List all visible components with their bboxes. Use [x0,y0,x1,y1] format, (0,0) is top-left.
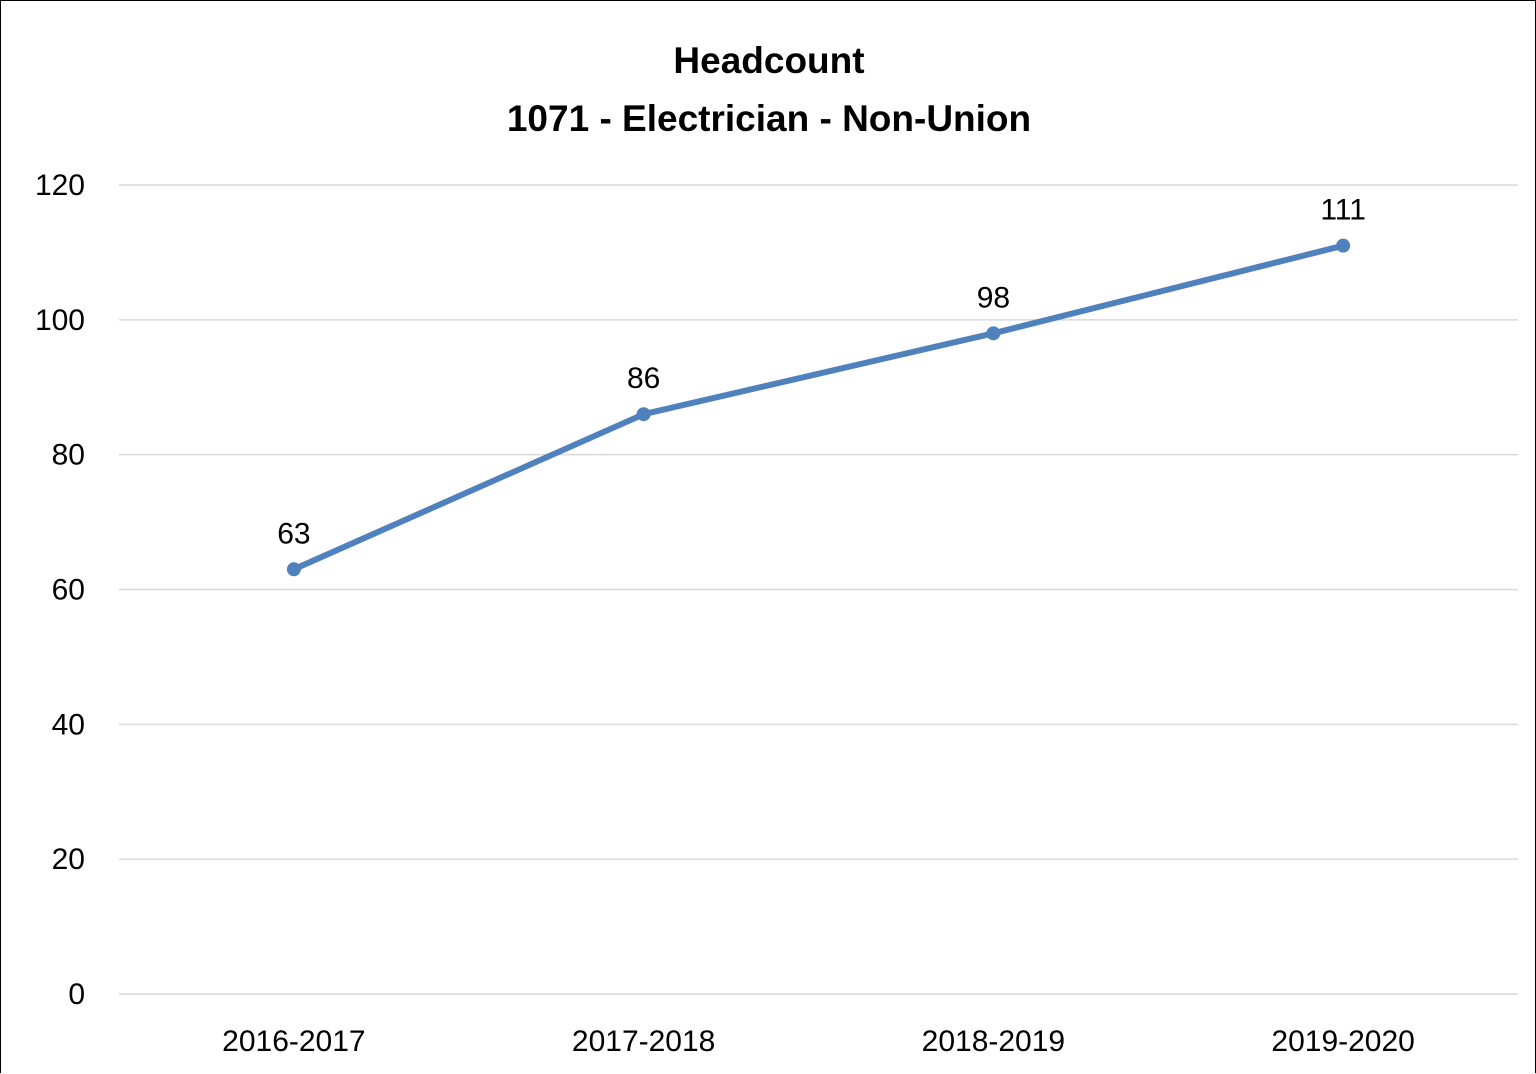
data-label: 86 [627,362,660,395]
y-axis-tick-labels: 0 20 40 60 80 100 120 [35,169,85,1011]
data-label: 111 [1320,194,1366,227]
x-tick-label: 2018-2019 [922,1025,1065,1058]
x-tick-label: 2017-2018 [572,1025,715,1058]
series-line-group [286,238,1351,577]
y-tick-label: 20 [52,843,85,876]
y-tick-label: 100 [35,304,85,337]
y-tick-label: 40 [52,708,85,741]
x-tick-label: 2016-2017 [222,1025,365,1058]
chart-subtitle: 1071 - Electrician - Non-Union [506,98,1032,139]
data-labels: 63 86 98 111 [277,194,1366,551]
data-point [286,562,301,577]
data-point [1336,238,1351,253]
x-axis-tick-labels: 2016-2017 2017-2018 2018-2019 2019-2020 [222,1025,1415,1058]
y-tick-label: 80 [52,439,85,472]
data-point [636,407,651,422]
data-label: 63 [277,517,310,550]
y-tick-label: 0 [68,978,85,1011]
x-tick-label: 2019-2020 [1271,1025,1414,1058]
y-tick-label: 120 [35,169,85,202]
chart-title: Headcount [673,40,865,81]
data-label: 98 [977,281,1010,314]
series-line [290,242,1347,573]
data-point [986,326,1001,341]
y-tick-label: 60 [52,574,85,607]
gridlines [119,184,1518,995]
